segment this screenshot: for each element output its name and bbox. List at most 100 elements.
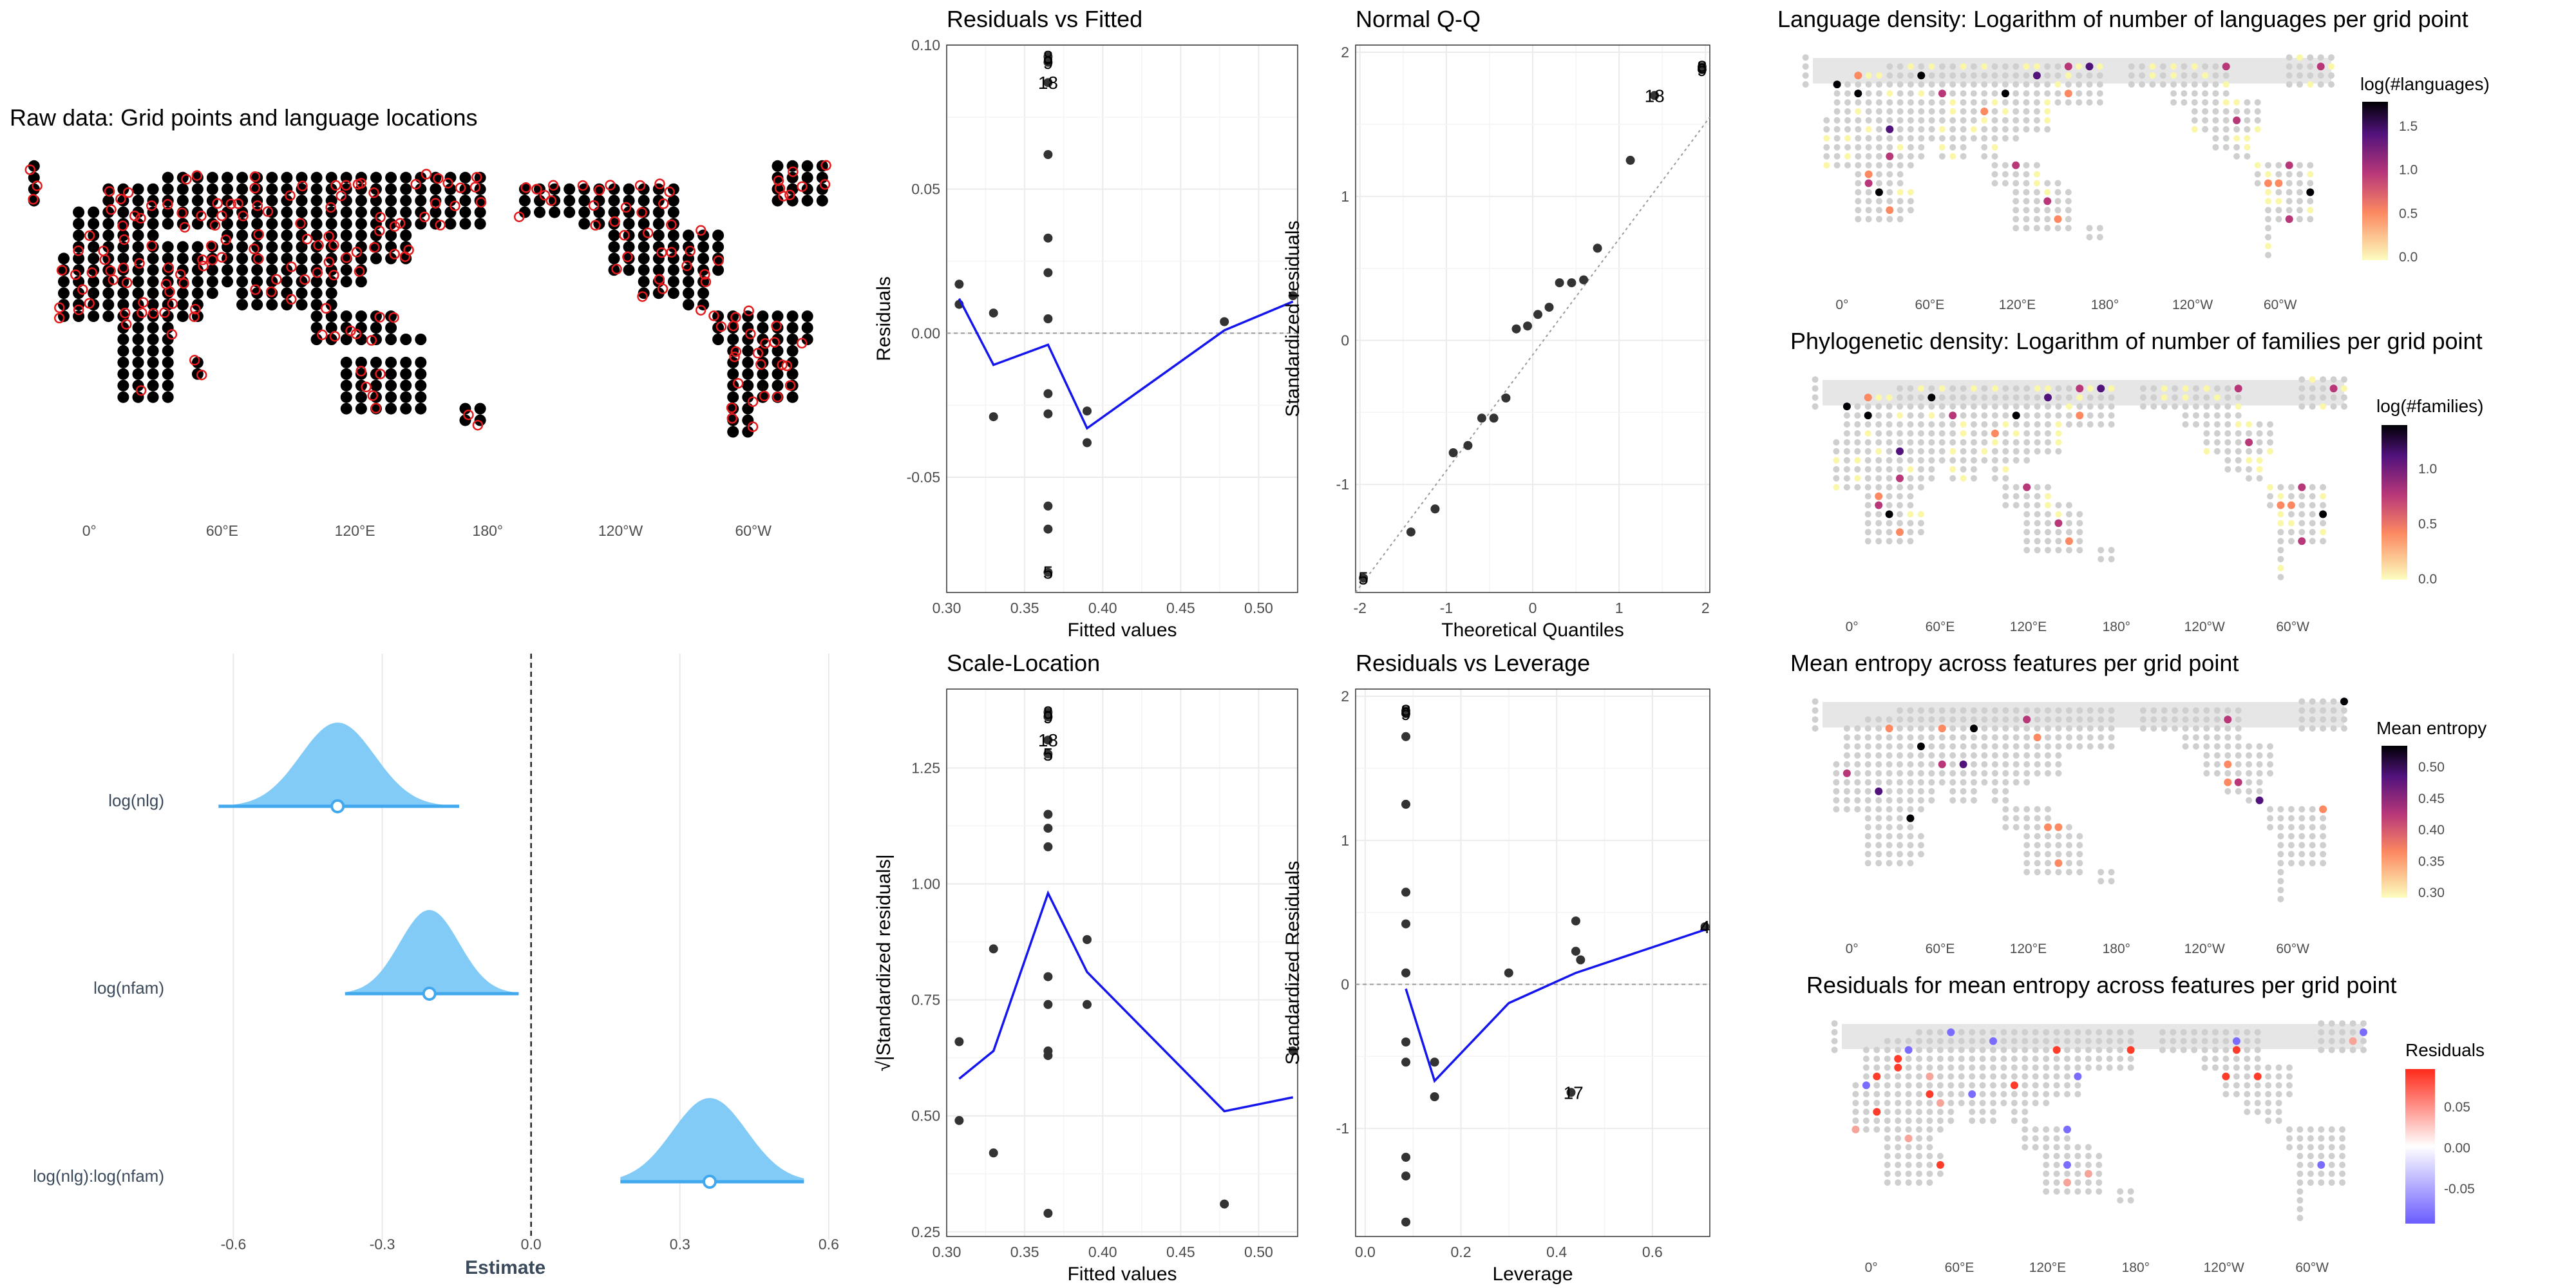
- grid-point: [1960, 797, 1967, 804]
- grid-point: [1833, 457, 1840, 464]
- language-location: [84, 298, 95, 309]
- grid-point: [1833, 484, 1840, 491]
- highlighted-grid-point: [2316, 62, 2325, 71]
- grid-point: [2360, 1020, 2367, 1027]
- grid-point: [2193, 421, 2199, 428]
- grid-point: [1895, 1073, 1902, 1080]
- grid-point: [2297, 1215, 2304, 1222]
- grid-point: [1875, 207, 1882, 214]
- grid-point: [2076, 869, 2083, 876]
- grid-point: [2045, 734, 2051, 741]
- language-location: [654, 178, 665, 189]
- x-tick-label: 0: [1529, 600, 1537, 616]
- lon-tick-label: 120°E: [2029, 1260, 2066, 1275]
- grid-point: [1991, 421, 1998, 428]
- grid-point: [1843, 806, 1850, 813]
- grid-point: [1907, 734, 1914, 741]
- grid-point: [2202, 72, 2209, 79]
- grid-point: [2108, 725, 2115, 732]
- grid-point: [2065, 385, 2072, 392]
- grid-point: [2339, 1135, 2346, 1142]
- grid-point: [2233, 1056, 2240, 1063]
- grid-point: [1990, 1117, 1996, 1124]
- grid-point: [2012, 734, 2020, 741]
- grid-point: [534, 194, 545, 207]
- grid-point: [2275, 198, 2282, 205]
- grid-point: [1990, 1056, 1996, 1063]
- grid-point: [2023, 126, 2030, 133]
- grid-point: [1991, 153, 1998, 160]
- grid-point: [608, 183, 620, 195]
- grid-point: [2298, 707, 2306, 714]
- grid-point: [1854, 430, 1861, 437]
- grid-point: [2045, 833, 2051, 840]
- grid-point: [206, 218, 218, 230]
- highlighted-grid-point: [2044, 393, 2052, 402]
- language-location: [249, 243, 260, 254]
- language-location: [345, 325, 356, 336]
- grid-point: [2277, 529, 2284, 536]
- data-point: [1043, 842, 1053, 851]
- grid-point: [1907, 752, 1914, 759]
- grid-point: [1875, 842, 1882, 849]
- grid-point: [2108, 385, 2115, 392]
- grid-point: [2246, 770, 2253, 777]
- grid-point: [2011, 1073, 2018, 1080]
- grid-point: [2320, 851, 2327, 858]
- grid-point: [2267, 815, 2273, 822]
- grid-point: [1971, 403, 1977, 410]
- language-location: [455, 182, 466, 193]
- grid-point: [2191, 108, 2198, 115]
- grid-point: [2203, 716, 2210, 723]
- grid-point: [2203, 770, 2210, 777]
- grid-point: [2320, 502, 2327, 509]
- grid-point: [1918, 90, 1925, 97]
- phylo-density-colorbar: [2382, 425, 2407, 580]
- grid-point: [1917, 797, 1924, 804]
- grid-point: [2076, 394, 2083, 401]
- grid-point: [1844, 144, 1851, 151]
- plot-title: Residuals vs Leverage: [1356, 650, 1590, 676]
- grid-point: [1875, 430, 1882, 437]
- language-location: [138, 297, 149, 308]
- grid-point: [2244, 99, 2251, 106]
- grid-point: [1928, 385, 1935, 392]
- language-location: [374, 225, 385, 236]
- grid-point: [1907, 520, 1914, 527]
- grid-point: [1949, 734, 1956, 741]
- grid-point: [1873, 1064, 1880, 1071]
- grid-point: [2022, 1108, 2029, 1115]
- grid-point: [415, 183, 427, 195]
- grid-point: [1960, 385, 1967, 392]
- language-location: [350, 328, 362, 339]
- grid-point: [2076, 81, 2083, 88]
- grid-point: [162, 368, 174, 380]
- grid-point: [2244, 1064, 2251, 1071]
- grid-point: [73, 252, 85, 265]
- grid-point: [1926, 1126, 1933, 1133]
- grid-point: [2203, 761, 2210, 768]
- grid-point: [2023, 743, 2031, 750]
- lang-density-title: Language density: Logarithm of number of…: [1777, 6, 2468, 32]
- grid-point: [712, 229, 724, 242]
- grid-point: [1917, 394, 1924, 401]
- grid-point: [2172, 725, 2179, 732]
- y-tick-label: 0.05: [911, 181, 940, 198]
- grid-point: [2298, 376, 2306, 383]
- grid-point: [1907, 716, 1914, 723]
- grid-point: [1833, 475, 1840, 482]
- grid-point: [1865, 81, 1872, 88]
- grid-point: [1917, 412, 1924, 419]
- grid-point: [1971, 779, 1977, 786]
- grid-point: [1928, 135, 1935, 142]
- grid-point: [1886, 162, 1893, 169]
- point-label: 9: [1043, 707, 1054, 727]
- grid-point: [1926, 1028, 1933, 1036]
- grid-point: [2150, 385, 2157, 392]
- grid-point: [206, 206, 218, 218]
- data-point: [1430, 1092, 1439, 1101]
- grid-point: [772, 310, 784, 323]
- grid-point: [2298, 851, 2306, 858]
- grid-point: [2032, 1144, 2039, 1151]
